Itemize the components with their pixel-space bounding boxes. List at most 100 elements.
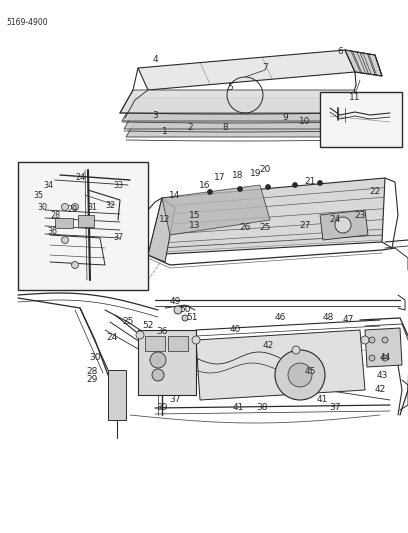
Circle shape [275,350,325,400]
Text: 2: 2 [187,124,193,133]
Text: 26: 26 [239,223,251,232]
Text: 21: 21 [304,177,316,187]
Polygon shape [196,330,365,400]
Text: 24: 24 [329,215,341,224]
Text: 14: 14 [169,190,181,199]
Circle shape [266,184,271,190]
Bar [55,218,73,228]
Circle shape [62,237,69,244]
Text: 50: 50 [179,305,191,314]
Text: 40: 40 [229,326,241,335]
Polygon shape [365,328,402,367]
Bar [168,336,188,351]
Polygon shape [124,106,359,129]
Text: 29: 29 [67,206,77,214]
Polygon shape [138,50,355,90]
Text: 37: 37 [113,233,123,243]
Circle shape [382,337,388,343]
Text: 36: 36 [47,228,57,237]
Circle shape [62,204,69,211]
Text: 25: 25 [259,223,271,232]
Text: 20: 20 [259,166,271,174]
Bar [108,370,126,420]
Text: 35: 35 [33,190,43,199]
Text: 51: 51 [186,313,198,322]
Text: 37: 37 [169,395,181,405]
Text: 25: 25 [122,318,134,327]
Circle shape [150,352,166,368]
Circle shape [192,336,200,344]
Polygon shape [148,178,385,255]
Bar [138,330,196,395]
Text: 7: 7 [262,63,268,72]
Text: 16: 16 [199,181,211,190]
Circle shape [292,346,300,354]
Circle shape [152,369,164,381]
Polygon shape [122,98,357,121]
Text: 24: 24 [75,174,85,182]
Text: 28: 28 [86,367,98,376]
Circle shape [317,181,322,185]
Text: 37: 37 [329,403,341,413]
Bar [78,215,94,227]
Circle shape [237,187,242,191]
Text: 38: 38 [256,403,268,413]
Text: 9: 9 [282,114,288,123]
Text: 8: 8 [222,124,228,133]
Polygon shape [120,90,355,113]
Text: 32: 32 [105,200,115,209]
Polygon shape [320,210,368,240]
Text: 17: 17 [214,174,226,182]
Text: 18: 18 [232,172,244,181]
Text: 34: 34 [43,181,53,190]
Text: 33: 33 [113,181,123,190]
Text: 49: 49 [169,297,181,306]
Text: 3: 3 [152,110,158,119]
Circle shape [84,222,91,229]
Text: 52: 52 [142,320,154,329]
Circle shape [182,315,188,321]
Circle shape [369,355,375,361]
Text: 48: 48 [322,313,334,322]
Text: 11: 11 [349,93,361,101]
Polygon shape [345,50,382,76]
Text: 30: 30 [89,353,101,362]
Polygon shape [148,198,175,262]
Text: 12: 12 [159,215,171,224]
Polygon shape [162,185,270,235]
Text: 24: 24 [106,334,118,343]
Circle shape [174,306,182,314]
Text: 23: 23 [354,211,366,220]
Circle shape [136,331,144,339]
Circle shape [382,355,388,361]
Circle shape [288,363,312,387]
Bar [320,92,402,147]
Text: 39: 39 [156,403,168,413]
Text: 22: 22 [369,188,381,197]
Text: 42: 42 [375,385,386,394]
Circle shape [335,217,351,233]
Text: 30: 30 [37,204,47,213]
Text: 43: 43 [376,370,388,379]
Circle shape [369,337,375,343]
Bar [18,162,148,290]
Circle shape [71,204,78,211]
Text: 41: 41 [232,403,244,413]
Text: 19: 19 [250,169,262,179]
Text: 46: 46 [274,313,286,322]
Text: 41: 41 [316,395,328,405]
Polygon shape [126,114,361,137]
Bar [145,336,165,351]
Circle shape [361,336,369,344]
Text: 28: 28 [50,211,60,220]
Text: 1: 1 [162,127,168,136]
Text: 5169-4900: 5169-4900 [6,18,48,27]
Text: 4: 4 [152,55,158,64]
Text: 45: 45 [304,367,316,376]
Text: 27: 27 [299,221,310,230]
Text: 44: 44 [379,353,390,362]
Text: 47: 47 [342,316,354,325]
Circle shape [71,262,78,269]
Text: 5: 5 [227,84,233,93]
Text: 10: 10 [299,117,311,126]
